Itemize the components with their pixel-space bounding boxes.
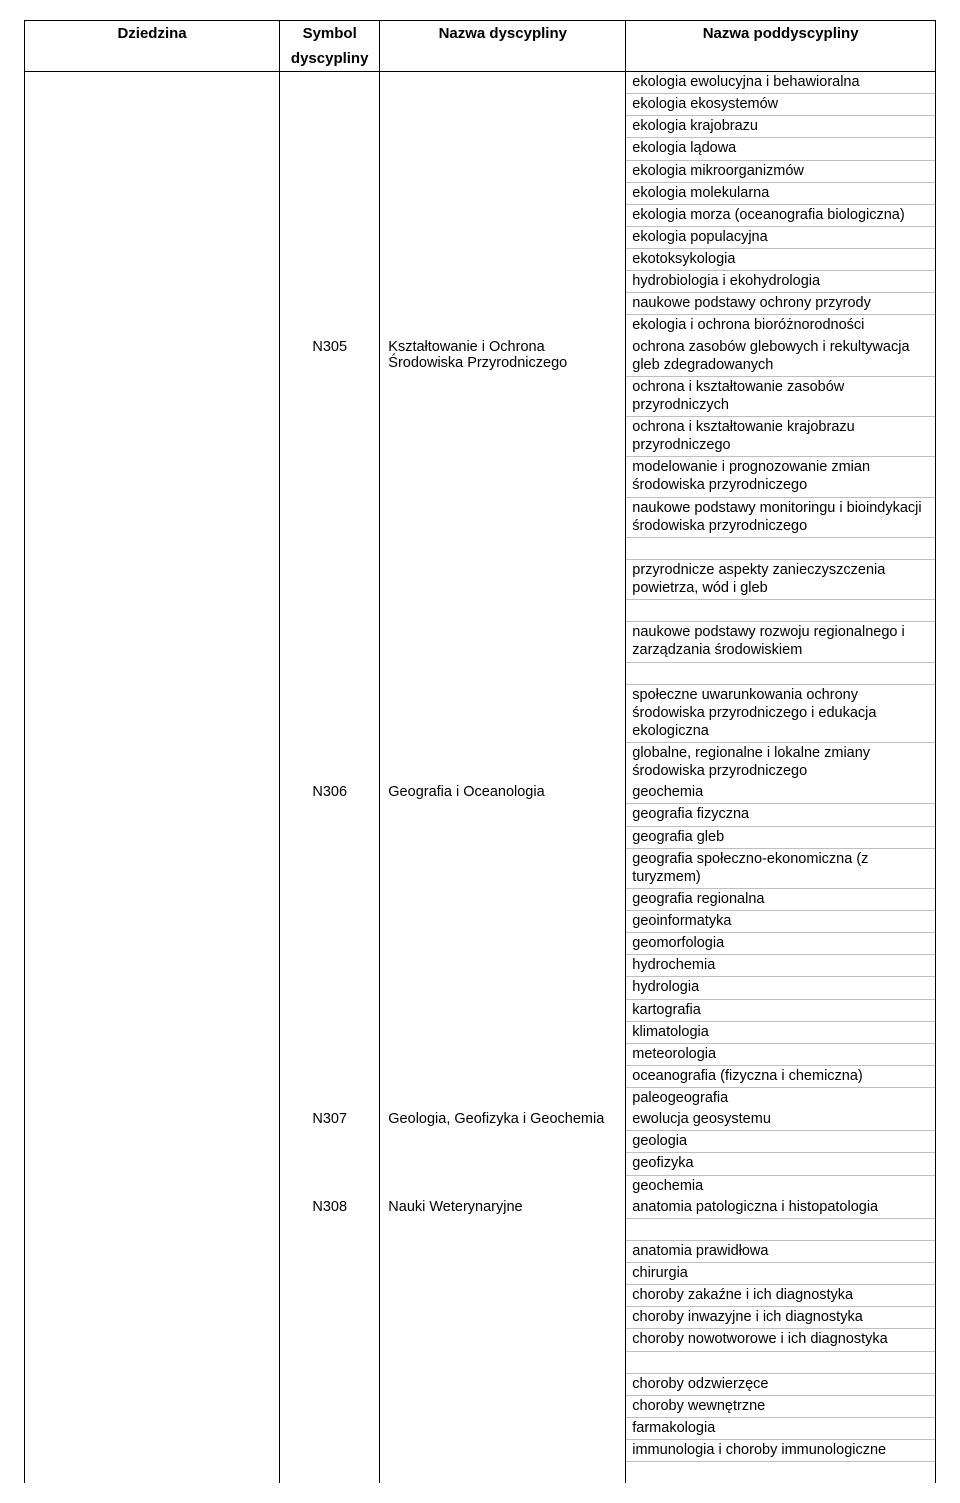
- poddyscyplina-item: geografia fizyczna: [626, 804, 935, 826]
- poddyscyplina-item: naukowe podstawy rozwoju regionalnego i …: [626, 622, 935, 662]
- poddyscyplina-item: [626, 538, 935, 560]
- poddyscyplina-item: oceanografia (fizyczna i chemiczna): [626, 1066, 935, 1088]
- table-row: N308Nauki Weterynaryjneanatomia patologi…: [25, 1197, 936, 1484]
- poddyscypliny-cell: ochrona zasobów glebowych i rekultywacja…: [626, 337, 936, 783]
- poddyscyplina-item: choroby zakaźne i ich diagnostyka: [626, 1285, 935, 1307]
- symbol-cell: N305: [280, 337, 380, 783]
- poddyscyplina-item: geochemia: [626, 1176, 935, 1197]
- poddyscyplina-item: [626, 663, 935, 685]
- poddyscyplina-item: paleogeografia: [626, 1088, 935, 1109]
- poddyscyplina-item: ochrona i kształtowanie zasobów przyrodn…: [626, 377, 935, 417]
- table-row: ekologia ewolucyjna i behawioralnaekolog…: [25, 72, 936, 337]
- poddyscyplina-item: choroby odzwierzęce: [626, 1374, 935, 1396]
- disciplines-table: Dziedzina Symbol Nazwa dyscypliny Nazwa …: [24, 20, 936, 1483]
- table-header: Dziedzina Symbol Nazwa dyscypliny Nazwa …: [25, 21, 936, 72]
- poddyscyplina-item: [626, 1352, 935, 1374]
- poddyscypliny-cell: ewolucja geosystemugeologiageofizykageoc…: [626, 1109, 936, 1197]
- poddyscyplina-item: chirurgia: [626, 1263, 935, 1285]
- poddyscyplina-item: przyrodnicze aspekty zanieczyszczenia po…: [626, 560, 935, 600]
- symbol-cell: N307: [280, 1109, 380, 1197]
- poddyscyplina-item: farmakologia: [626, 1418, 935, 1440]
- poddyscyplina-item: hydrochemia: [626, 955, 935, 977]
- poddyscypliny-cell: ekologia ewolucyjna i behawioralnaekolog…: [626, 72, 936, 337]
- poddyscyplina-item: geografia gleb: [626, 827, 935, 849]
- poddyscyplina-item: ekologia ewolucyjna i behawioralna: [626, 72, 935, 94]
- dziedzina-cell: [25, 1197, 280, 1484]
- poddyscyplina-item: ekologia krajobrazu: [626, 116, 935, 138]
- table-row: N305Kształtowanie i Ochrona Środowiska P…: [25, 337, 936, 783]
- header-symbol-line2: dyscypliny: [280, 46, 380, 72]
- poddyscyplina-item: ekologia molekularna: [626, 183, 935, 205]
- page: Dziedzina Symbol Nazwa dyscypliny Nazwa …: [0, 0, 960, 1503]
- header-nazwa-poddyscypliny: Nazwa poddyscypliny: [626, 21, 936, 72]
- poddyscyplina-item: ewolucja geosystemu: [626, 1109, 935, 1131]
- poddyscyplina-item: choroby inwazyjne i ich diagnostyka: [626, 1307, 935, 1329]
- header-dziedzina: Dziedzina: [25, 21, 280, 72]
- poddyscyplina-item: kartografia: [626, 1000, 935, 1022]
- poddyscyplina-item: geografia regionalna: [626, 889, 935, 911]
- dziedzina-cell: [25, 72, 280, 337]
- poddyscyplina-item: modelowanie i prognozowanie zmian środow…: [626, 457, 935, 497]
- table-row: N306Geografia i Oceanologiageochemiageog…: [25, 782, 936, 1109]
- header-symbol-line1: Symbol: [280, 21, 380, 47]
- symbol-cell: N306: [280, 782, 380, 1109]
- poddyscyplina-item: ekologia mikroorganizmów: [626, 161, 935, 183]
- poddyscyplina-item: geoinformatyka: [626, 911, 935, 933]
- table-row: N307Geologia, Geofizyka i Geochemiaewolu…: [25, 1109, 936, 1197]
- poddyscyplina-item: ochrona i kształtowanie krajobrazu przyr…: [626, 417, 935, 457]
- poddyscyplina-item: ekologia i ochrona bioróżnorodności: [626, 315, 935, 336]
- poddyscyplina-item: ekologia populacyjna: [626, 227, 935, 249]
- dyscyplina-cell: Nauki Weterynaryjne: [380, 1197, 626, 1484]
- poddyscyplina-item: ekologia ekosystemów: [626, 94, 935, 116]
- table-body: ekologia ewolucyjna i behawioralnaekolog…: [25, 72, 936, 1484]
- poddyscyplina-item: globalne, regionalne i lokalne zmiany śr…: [626, 743, 935, 782]
- poddyscyplina-item: geofizyka: [626, 1153, 935, 1175]
- poddyscyplina-item: hydrobiologia i ekohydrologia: [626, 271, 935, 293]
- symbol-cell: [280, 72, 380, 337]
- poddyscyplina-item: choroby nowotworowe i ich diagnostyka: [626, 1329, 935, 1351]
- poddyscyplina-item: immunologia i choroby immunologiczne: [626, 1440, 935, 1462]
- poddyscyplina-item: naukowe podstawy monitoringu i bioindyka…: [626, 498, 935, 538]
- poddyscyplina-item: ekologia lądowa: [626, 138, 935, 160]
- poddyscyplina-item: anatomia prawidłowa: [626, 1241, 935, 1263]
- poddyscyplina-item: geografia społeczno-ekonomiczna (z turyz…: [626, 849, 935, 889]
- poddyscyplina-item: geomorfologia: [626, 933, 935, 955]
- poddyscyplina-item: [626, 1219, 935, 1241]
- poddyscyplina-item: choroby wewnętrzne: [626, 1396, 935, 1418]
- poddyscyplina-item: geochemia: [626, 782, 935, 804]
- dziedzina-cell: [25, 782, 280, 1109]
- poddyscypliny-cell: geochemiageografia fizycznageografia gle…: [626, 782, 936, 1109]
- poddyscyplina-item: [626, 600, 935, 622]
- dyscyplina-cell: [380, 72, 626, 337]
- poddyscyplina-item: ochrona zasobów glebowych i rekultywacja…: [626, 337, 935, 377]
- header-nazwa-dyscypliny: Nazwa dyscypliny: [380, 21, 626, 72]
- poddyscyplina-item: geologia: [626, 1131, 935, 1153]
- dyscyplina-cell: Kształtowanie i Ochrona Środowiska Przyr…: [380, 337, 626, 783]
- poddyscyplina-item: naukowe podstawy ochrony przyrody: [626, 293, 935, 315]
- poddyscypliny-cell: anatomia patologiczna i histopatologia a…: [626, 1197, 936, 1484]
- dyscyplina-cell: Geologia, Geofizyka i Geochemia: [380, 1109, 626, 1197]
- dziedzina-cell: [25, 1109, 280, 1197]
- poddyscyplina-item: meteorologia: [626, 1044, 935, 1066]
- poddyscyplina-item: klimatologia: [626, 1022, 935, 1044]
- poddyscyplina-item: anatomia patologiczna i histopatologia: [626, 1197, 935, 1219]
- poddyscyplina-item: ekotoksykologia: [626, 249, 935, 271]
- symbol-cell: N308: [280, 1197, 380, 1484]
- poddyscyplina-item: społeczne uwarunkowania ochrony środowis…: [626, 685, 935, 743]
- poddyscyplina-item: hydrologia: [626, 977, 935, 999]
- dyscyplina-cell: Geografia i Oceanologia: [380, 782, 626, 1109]
- dziedzina-cell: [25, 337, 280, 783]
- poddyscyplina-item: ekologia morza (oceanografia biologiczna…: [626, 205, 935, 227]
- poddyscyplina-item: [626, 1462, 935, 1483]
